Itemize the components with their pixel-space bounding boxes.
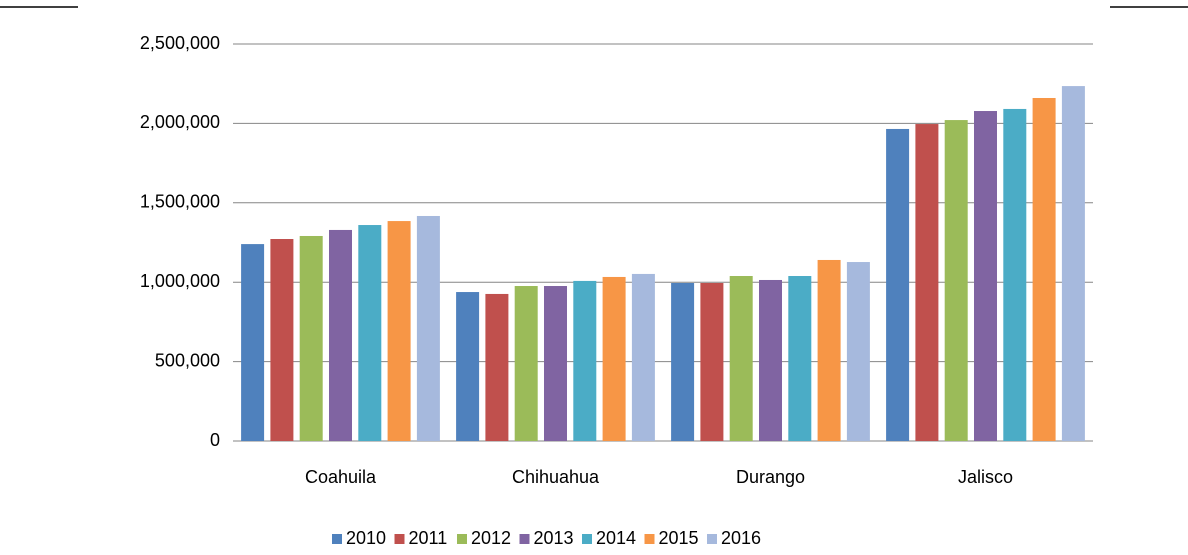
- legend-swatch: [332, 534, 342, 544]
- bar: [602, 276, 626, 441]
- bar: [1061, 86, 1085, 441]
- bar: [456, 292, 480, 441]
- bar: [974, 111, 997, 441]
- bar: [671, 282, 695, 441]
- legend-swatch: [582, 534, 592, 544]
- x-tick-label: Jalisco: [958, 467, 1013, 487]
- legend-label: 2015: [659, 528, 699, 548]
- bar: [729, 276, 753, 441]
- legend-label: 2011: [409, 528, 448, 548]
- bar: [817, 259, 841, 441]
- bar: [886, 128, 910, 441]
- bar: [485, 293, 509, 441]
- legend-label: 2016: [721, 528, 761, 548]
- y-tick-label: 2,000,000: [140, 112, 220, 132]
- bar: [759, 279, 782, 441]
- bar: [387, 221, 411, 441]
- bar: [915, 124, 939, 441]
- bar: [514, 286, 538, 441]
- legend-swatch: [707, 534, 717, 544]
- bar: [700, 282, 724, 441]
- bar: [631, 273, 655, 441]
- bar: [846, 262, 870, 441]
- bar: [788, 276, 812, 441]
- legend-label: 2012: [471, 528, 511, 548]
- y-tick-label: 1,000,000: [140, 271, 220, 291]
- bar: [573, 280, 597, 441]
- y-tick-label: 0: [210, 430, 220, 450]
- legend-swatch: [519, 534, 530, 544]
- bar: [299, 235, 323, 441]
- bar: [1003, 108, 1027, 441]
- legend-label: 2010: [346, 528, 386, 548]
- bar: [329, 229, 352, 441]
- y-tick-label: 1,500,000: [140, 192, 220, 212]
- x-tick-label: Durango: [736, 467, 805, 487]
- legend-label: 2013: [534, 528, 574, 548]
- bar: [944, 120, 968, 442]
- x-tick-label: Coahuila: [305, 467, 377, 487]
- legend-label: 2014: [596, 528, 636, 548]
- bar: [1032, 97, 1056, 441]
- y-tick-label: 500,000: [155, 350, 220, 370]
- bar: [544, 286, 567, 441]
- legend-swatch: [644, 534, 655, 544]
- bar: [416, 215, 440, 441]
- y-tick-label: 2,500,000: [140, 33, 220, 53]
- legend-swatch: [457, 534, 467, 544]
- bar: [270, 239, 294, 441]
- bar: [358, 225, 382, 441]
- x-tick-label: Chihuahua: [512, 467, 600, 487]
- legend-swatch: [394, 534, 405, 544]
- bar: [241, 244, 265, 441]
